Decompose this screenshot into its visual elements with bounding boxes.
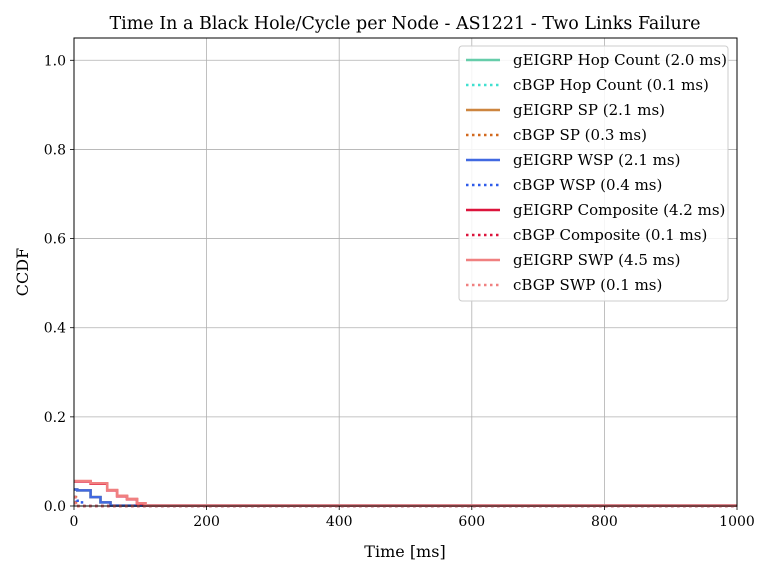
legend-label: gEIGRP Composite (4.2 ms) — [513, 201, 725, 219]
series-lines — [74, 479, 737, 508]
legend-label: gEIGRP SP (2.1 ms) — [513, 101, 665, 119]
y-tick-label: 0.0 — [44, 499, 66, 515]
y-tick-label: 1.0 — [44, 53, 66, 69]
x-tick-label: 400 — [326, 514, 353, 530]
x-tick-label: 800 — [591, 514, 618, 530]
chart-title: Time In a Black Hole/Cycle per Node - AS… — [109, 14, 700, 34]
y-tick-label: 0.2 — [44, 410, 66, 426]
axis-ticks: 0 200 400 600 800 1000 0.0 0.2 0.4 0.6 0.8 1.0 — [44, 53, 755, 530]
legend-label: gEIGRP WSP (2.1 ms) — [513, 151, 680, 169]
series-line — [74, 495, 737, 508]
legend-label: gEIGRP Hop Count (2.0 ms) — [513, 51, 727, 69]
series-line — [74, 479, 737, 507]
legend-label: cBGP SWP (0.1 ms) — [513, 276, 662, 294]
series-line — [74, 488, 737, 507]
x-axis-label: Time [ms] — [364, 542, 445, 561]
legend-label: cBGP Hop Count (0.1 ms) — [513, 76, 709, 94]
y-axis-label: CCDF — [13, 248, 32, 296]
x-tick-label: 200 — [193, 514, 220, 530]
plot-frame — [73, 37, 738, 507]
y-tick-label: 0.8 — [44, 142, 66, 158]
legend-label: cBGP SP (0.3 ms) — [513, 126, 647, 144]
legend-label: gEIGRP SWP (4.5 ms) — [513, 251, 680, 269]
legend-box — [458, 45, 729, 302]
y-tick-label: 0.4 — [44, 321, 66, 337]
x-tick-label: 1000 — [719, 514, 755, 530]
legend-label: cBGP WSP (0.4 ms) — [513, 176, 662, 194]
legend: gEIGRP Hop Count (2.0 ms) cBGP Hop Count … — [458, 45, 729, 302]
legend-label: cBGP Composite (0.1 ms) — [513, 226, 707, 244]
x-tick-label: 0 — [70, 514, 79, 530]
x-tick-label: 600 — [458, 514, 485, 530]
y-tick-label: 0.6 — [44, 232, 66, 248]
